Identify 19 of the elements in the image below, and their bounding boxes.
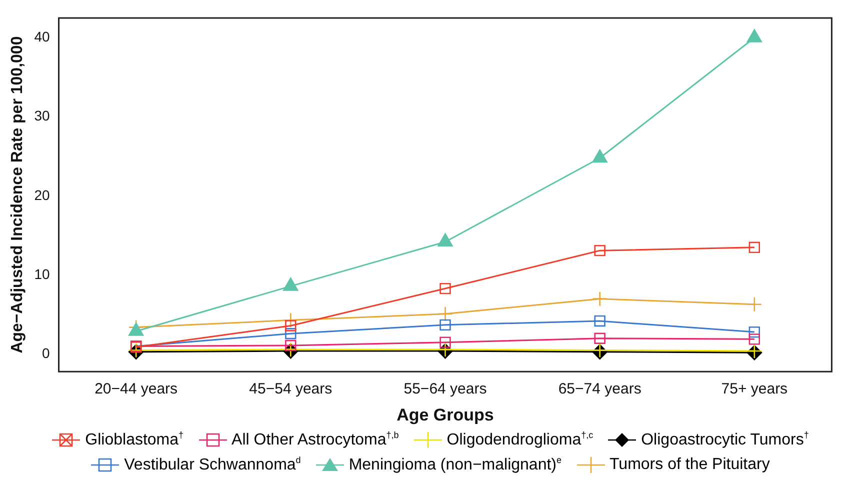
x-tick-label: 45−54 years [249,380,332,398]
y-tick-label: 20 [34,186,50,203]
x-tick-label: 55−64 years [404,380,487,398]
y-tick-label: 30 [34,108,50,124]
legend-label: Oligodendroglioma$^{†,c}$ [446,430,594,450]
y-axis-title: Age−Adjusted Incidence Rate per 100,000 [9,36,26,354]
legend-label: All Other Astrocytoma$^{†,b}$ [232,430,399,450]
y-tick-label: 0 [42,345,50,362]
legend-label: Vestibular Schwannoma$^{d}$ [124,455,301,475]
legend-label: Oligoastrocytic Tumors$^{†}$ [641,430,809,450]
legend-label: Meningioma (non−malignant)$^{e}$ [348,455,562,475]
x-tick-label: 75+ years [721,380,788,398]
legend-label: Glioblastoma$^{†}$ [85,430,184,450]
legend-label: Tumors of the Pituitary [610,456,770,474]
x-axis-title: Age Groups [396,405,494,424]
x-tick-label: 20−44 years [94,380,178,398]
y-tick-label: 40 [34,28,50,45]
y-tick-label: 10 [34,266,50,282]
x-tick-label: 65−74 years [558,380,642,398]
